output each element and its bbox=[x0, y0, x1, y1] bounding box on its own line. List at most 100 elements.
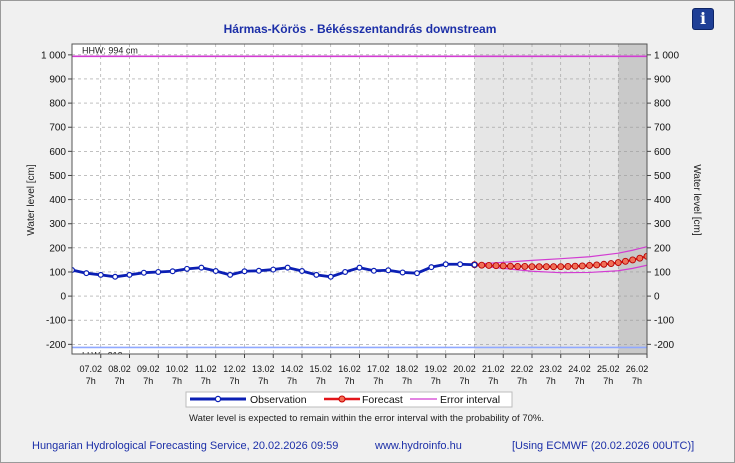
x-tick-label-hour: 7h bbox=[431, 376, 441, 386]
observation-point bbox=[227, 271, 234, 278]
y-tick-label-left: 200 bbox=[49, 243, 66, 254]
x-tick-label-hour: 7h bbox=[114, 376, 124, 386]
observation-point bbox=[313, 271, 320, 278]
x-tick-label-hour: 7h bbox=[344, 376, 354, 386]
x-tick-label-hour: 7h bbox=[258, 376, 268, 386]
error-lower-line bbox=[474, 264, 647, 274]
observation-point bbox=[457, 261, 464, 268]
observation-point bbox=[342, 268, 349, 275]
y-tick-label-right: -100 bbox=[654, 316, 674, 327]
x-tick-label-date: 12.02 bbox=[223, 364, 246, 374]
observation-point bbox=[385, 267, 392, 274]
footer-website-link[interactable]: www.hydroinfo.hu bbox=[375, 440, 462, 452]
late-forecast-shade bbox=[618, 44, 647, 354]
forecast-point bbox=[492, 262, 500, 270]
forecast-point bbox=[643, 252, 647, 260]
observation-point bbox=[327, 273, 334, 280]
x-tick-label-date: 22.02 bbox=[511, 364, 534, 374]
x-tick-label-hour: 7h bbox=[172, 376, 182, 386]
y-tick-label-left: 0 bbox=[60, 292, 66, 303]
forecast-point bbox=[571, 262, 579, 270]
forecast-period-shade bbox=[474, 44, 619, 354]
x-tick-label-hour: 7h bbox=[86, 376, 96, 386]
forecast-point bbox=[542, 263, 550, 271]
legend-observation-marker bbox=[214, 395, 222, 403]
x-tick-label-date: 11.02 bbox=[195, 364, 217, 374]
x-tick-label-date: 15.02 bbox=[309, 364, 332, 374]
legend-forecast-label: Forecast bbox=[362, 394, 403, 406]
y-tick-label-left: -100 bbox=[46, 316, 66, 327]
observation-point bbox=[299, 268, 306, 275]
footer: Hungarian Hydrological Forecasting Servi… bbox=[0, 440, 733, 456]
y-tick-label-right: 700 bbox=[654, 123, 671, 134]
forecast-point bbox=[550, 263, 558, 271]
x-tick-label-date: 20.02 bbox=[453, 364, 476, 374]
y-tick-label-left: 500 bbox=[49, 171, 66, 182]
x-tick-label-date: 14.02 bbox=[281, 364, 304, 374]
y-axis-label-left: Water level [cm] bbox=[26, 164, 37, 236]
error-upper-line bbox=[474, 246, 647, 265]
x-tick-label-date: 16.02 bbox=[338, 364, 361, 374]
y-tick-label-right: 800 bbox=[654, 99, 671, 110]
forecast-point bbox=[514, 262, 522, 270]
x-tick-label-hour: 7h bbox=[402, 376, 412, 386]
x-tick-label-date: 23.02 bbox=[539, 364, 562, 374]
x-tick-label-hour: 7h bbox=[287, 376, 297, 386]
x-tick-label-date: 18.02 bbox=[396, 364, 419, 374]
observation-point bbox=[97, 271, 104, 278]
footer-service: Hungarian Hydrological Forecasting Servi… bbox=[32, 440, 339, 452]
forecast-point bbox=[564, 262, 572, 270]
y-axis-label-right: Water level [cm] bbox=[691, 164, 702, 236]
y-tick-label-left: 900 bbox=[49, 74, 66, 85]
forecast-point bbox=[593, 261, 601, 269]
y-tick-label-right: 900 bbox=[654, 74, 671, 85]
y-tick-label-left: 400 bbox=[49, 195, 66, 206]
observation-point bbox=[414, 270, 421, 277]
forecast-point bbox=[636, 254, 644, 262]
observation-point bbox=[126, 271, 133, 278]
y-tick-label-right: -200 bbox=[654, 340, 674, 351]
observation-point bbox=[140, 269, 147, 276]
forecast-point bbox=[499, 262, 507, 270]
chart-title: Hármas-Körös - Békésszentandrás downstre… bbox=[223, 22, 497, 36]
x-tick-label-hour: 7h bbox=[459, 376, 469, 386]
observation-point bbox=[212, 268, 219, 275]
observation-point bbox=[83, 270, 90, 277]
observation-point bbox=[112, 273, 119, 280]
observation-point bbox=[155, 268, 162, 275]
y-tick-label-right: 200 bbox=[654, 243, 671, 254]
x-tick-label-hour: 7h bbox=[229, 376, 239, 386]
observation-point bbox=[370, 267, 377, 274]
info-button[interactable]: i bbox=[693, 9, 713, 29]
y-tick-label-left: 300 bbox=[49, 219, 66, 230]
observation-point bbox=[72, 267, 75, 274]
probability-note: Water level is expected to remain within… bbox=[188, 413, 544, 424]
forecast-point bbox=[578, 262, 586, 270]
x-tick-label-date: 26.02 bbox=[626, 364, 649, 374]
x-tick-label-hour: 7h bbox=[574, 376, 584, 386]
x-tick-label-date: 10.02 bbox=[166, 364, 189, 374]
forecast-point bbox=[629, 256, 637, 264]
observation-point bbox=[284, 264, 291, 271]
forecast-point bbox=[478, 261, 486, 269]
x-tick-label-hour: 7h bbox=[316, 376, 326, 386]
x-tick-label-date: 21.02 bbox=[482, 364, 505, 374]
observation-point bbox=[270, 266, 277, 273]
observation-point bbox=[241, 268, 248, 275]
x-tick-label-date: 13.02 bbox=[252, 364, 275, 374]
y-tick-label-right: 100 bbox=[654, 267, 671, 278]
x-tick-label-hour: 7h bbox=[603, 376, 613, 386]
forecast-point bbox=[535, 263, 543, 271]
y-tick-label-left: 600 bbox=[49, 147, 66, 158]
y-tick-label-left: 1 000 bbox=[41, 50, 66, 61]
x-tick-label-hour: 7h bbox=[632, 376, 642, 386]
forecast-point bbox=[485, 262, 493, 269]
observation-point bbox=[169, 268, 176, 275]
observation-point bbox=[184, 265, 191, 272]
legend-forecast-marker bbox=[338, 395, 346, 403]
forecast-point bbox=[528, 263, 536, 271]
observation-point bbox=[356, 264, 363, 271]
observation-point bbox=[442, 261, 449, 268]
observation-point bbox=[428, 264, 435, 271]
